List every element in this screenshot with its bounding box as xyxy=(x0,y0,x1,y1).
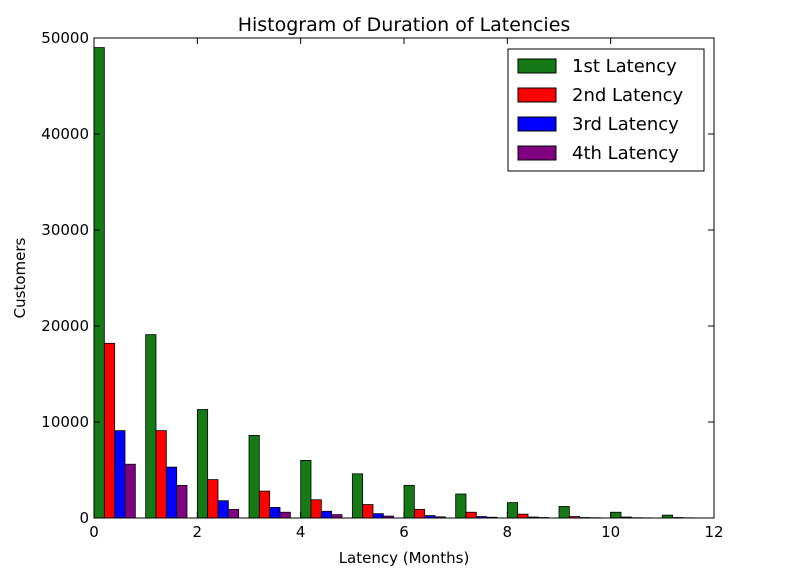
bar xyxy=(248,435,260,519)
legend: 1st Latency 2nd Latency 3rd Latency 4th Lat… xyxy=(507,48,705,172)
chart-title: Histogram of Duration of Latencies xyxy=(238,14,571,36)
bar xyxy=(93,47,105,519)
bar xyxy=(258,490,271,519)
x-tick-label: 4 xyxy=(296,523,306,541)
bar xyxy=(114,430,126,519)
x-tick-label: 12 xyxy=(704,523,723,541)
x-tick-label: 2 xyxy=(193,523,203,541)
legend-swatch xyxy=(517,58,557,74)
y-tick-label: 0 xyxy=(79,509,89,527)
bar xyxy=(558,506,570,519)
bar xyxy=(269,507,281,519)
bars-group xyxy=(93,47,705,519)
bar xyxy=(155,430,167,519)
x-tick-label: 0 xyxy=(89,523,99,541)
bar xyxy=(465,511,477,519)
legend-label: 3rd Latency xyxy=(572,114,679,135)
bar xyxy=(279,511,291,519)
x-axis-label: Latency (Months) xyxy=(339,549,470,567)
bar xyxy=(517,513,529,519)
legend-swatch xyxy=(517,87,557,103)
legend-label: 1st Latency xyxy=(572,56,677,77)
bar xyxy=(320,510,333,519)
x-tick-label: 6 xyxy=(399,523,409,541)
legend-swatch xyxy=(517,145,557,161)
bar xyxy=(362,504,374,519)
bar xyxy=(196,409,209,519)
legend-swatch xyxy=(517,116,557,132)
y-tick-label: 50000 xyxy=(41,29,89,47)
bar xyxy=(103,342,116,519)
legend-label: 2nd Latency xyxy=(572,85,684,106)
bar xyxy=(610,511,622,519)
bar xyxy=(331,514,343,519)
x-tick-label: 8 xyxy=(503,523,513,541)
bar xyxy=(310,499,322,519)
bar xyxy=(227,508,240,519)
bar xyxy=(351,473,364,519)
bar xyxy=(217,500,229,519)
y-axis-label: Customers xyxy=(11,237,29,318)
bar xyxy=(124,463,136,519)
bar xyxy=(165,466,178,519)
bar xyxy=(372,513,384,519)
bar xyxy=(455,493,467,519)
legend-label: 4th Latency xyxy=(572,143,679,164)
bar xyxy=(506,502,519,519)
bar xyxy=(145,334,157,519)
bar xyxy=(300,459,312,519)
bar xyxy=(207,479,219,519)
bar xyxy=(413,508,426,519)
x-tick-label: 10 xyxy=(601,523,620,541)
y-tick-label: 40000 xyxy=(41,125,89,143)
bar xyxy=(403,484,415,519)
y-tick-label: 30000 xyxy=(41,221,89,239)
y-tick-label: 10000 xyxy=(41,413,89,431)
ticks-group: 0 2 4 6 8 10 12 0 10000 20000 30000 40000 50000 xyxy=(41,29,723,541)
bar xyxy=(176,484,188,519)
y-tick-label: 20000 xyxy=(41,317,89,335)
